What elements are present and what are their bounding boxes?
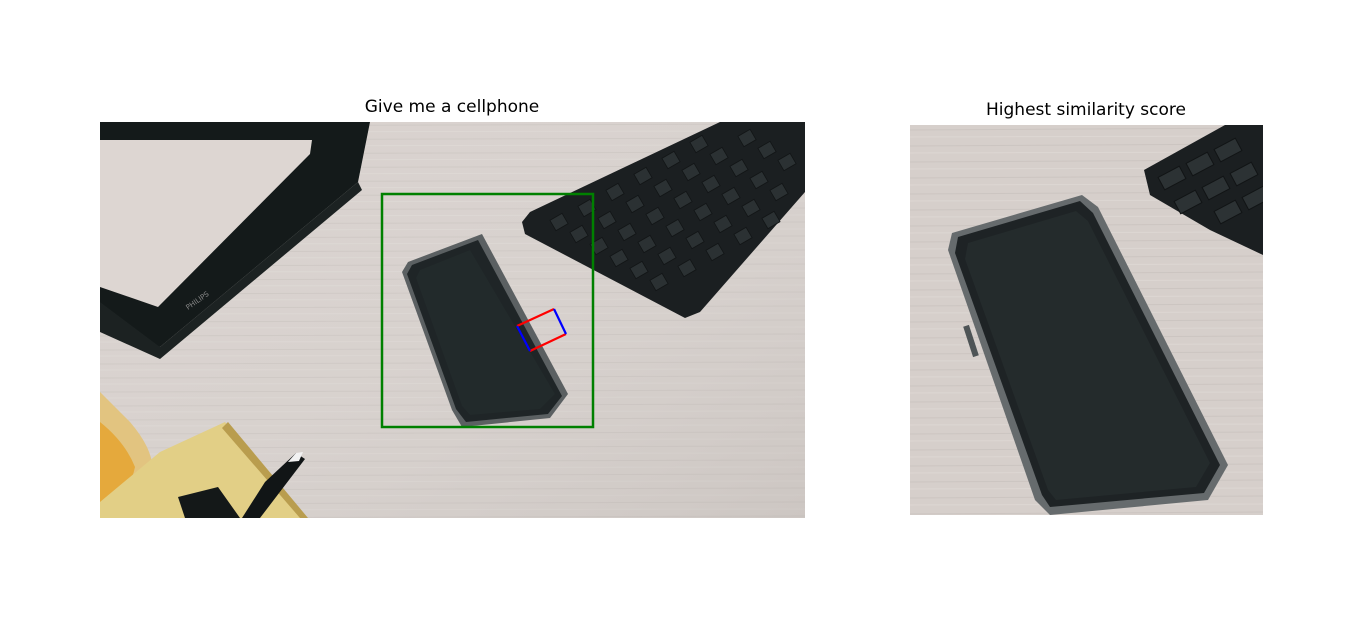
grasp-rectangle [516,308,567,352]
cellphone-crop [948,195,1228,515]
scene-photo: PHILIPS [100,122,805,518]
cellphone [402,234,568,427]
notebook [100,422,308,518]
monitor-stand: PHILIPS [100,122,370,359]
left-panel-title: Give me a cellphone [364,97,540,117]
target-detection-box [380,192,595,429]
pen [242,452,305,518]
keyboard-corner [1144,125,1263,255]
right-panel-title: Highest similarity score [986,100,1186,120]
crop-photo [910,125,1263,515]
